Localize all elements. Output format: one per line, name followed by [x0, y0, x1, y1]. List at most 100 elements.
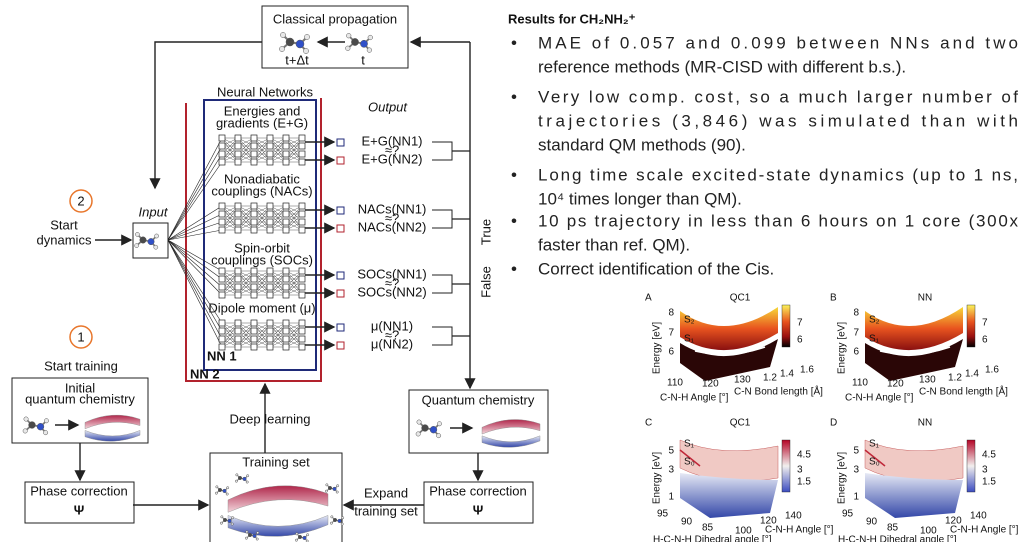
molecule-atom [430, 426, 437, 433]
molecule-atom [246, 481, 248, 483]
molecule-atom [360, 40, 367, 47]
panel-x-label: H-C-N-H Dihedral angle [°] [653, 535, 772, 542]
bullet-text: reference methods (MR-CISD with differen… [538, 57, 906, 76]
net-node [283, 336, 289, 342]
molecule-atom [223, 489, 227, 493]
time-label: t [361, 52, 365, 67]
net-node [267, 328, 273, 334]
net-node [299, 328, 305, 334]
net-node [299, 151, 305, 157]
panel-z-label: Energy [eV] [652, 452, 663, 504]
molecule-atom [333, 487, 337, 491]
panel-x-tick: 130 [734, 375, 751, 386]
output-nn2: E+G(NN2) [361, 151, 422, 166]
molecule-atom [44, 419, 48, 423]
net-node [267, 159, 273, 165]
net-node [267, 320, 273, 326]
net-node [267, 227, 273, 233]
net-node [299, 143, 305, 149]
net-node [299, 203, 305, 209]
molecule-atom [37, 423, 44, 430]
phase-correction-title: Phase correction [429, 483, 527, 498]
panel-y-tick: 1.2 [948, 373, 962, 384]
panel-z-tick: 6 [668, 347, 674, 358]
molecule-atom [325, 490, 327, 492]
colorbar [782, 305, 790, 347]
colorbar [782, 440, 790, 492]
bullet-dot: • [511, 165, 517, 184]
bullet-text: MAE of 0.057 and 0.099 between NNs and t… [538, 33, 1018, 52]
net-node [267, 151, 273, 157]
molecule-atom [304, 34, 309, 39]
state-label: S₂ [869, 315, 880, 326]
bullet-dot: • [511, 259, 517, 278]
net-node [299, 211, 305, 217]
results-heading: Results for CH₂NH₂⁺ [508, 11, 636, 26]
step-number: 1 [77, 329, 84, 344]
panel-z-tick: 1 [853, 492, 859, 503]
panel-x-tick: 120 [702, 379, 719, 390]
colorbar [967, 305, 975, 347]
net-node [251, 328, 257, 334]
bullet-text: Very low comp. cost, so a much larger nu… [538, 87, 1018, 106]
molecule-atom [226, 493, 228, 495]
panel-z-tick: 8 [668, 308, 674, 319]
bullet-dot: • [511, 87, 517, 106]
net-node [267, 336, 273, 342]
start-dynamics-label: Start [50, 217, 78, 232]
net-node [267, 143, 273, 149]
panel-z-tick: 5 [853, 446, 859, 457]
panel-z-label: Energy [eV] [837, 452, 848, 504]
molecule-atom [246, 531, 248, 533]
net-node [299, 284, 305, 290]
bullet-text: Long time scale excited-state dynamics (… [538, 165, 1018, 184]
net-node [219, 203, 225, 209]
net-node [219, 284, 225, 290]
colorbar-tick: 6 [797, 335, 803, 346]
panel-z-label: Energy [eV] [837, 322, 848, 374]
bullet-text: 10⁴ times longer than QM). [538, 189, 742, 208]
molecule-atom [245, 537, 247, 539]
molecule-atom [226, 487, 228, 489]
molecule-atom [436, 433, 440, 437]
panel-y-label: C-N Bond length [Å] [734, 385, 823, 398]
panel-z-tick: 6 [853, 347, 859, 358]
net-node [251, 284, 257, 290]
panel-z-tick: 7 [668, 328, 674, 339]
net-node [219, 143, 225, 149]
molecule-atom [238, 476, 242, 480]
panel-y-label: C-N-H Angle [°] [765, 525, 834, 536]
net-node [299, 219, 305, 225]
net-node [235, 276, 241, 282]
molecule-atom [223, 518, 227, 522]
molecule-atom [43, 430, 47, 434]
input-line [168, 240, 222, 295]
net-node [251, 276, 257, 282]
net-node [267, 292, 273, 298]
bullet-text: trajectories (3,846) was simulated than … [538, 111, 1018, 130]
net-node [251, 219, 257, 225]
molecule-atom [256, 532, 258, 534]
state-label: S₁ [684, 334, 695, 345]
output-nn2: SOCs(NN2) [357, 284, 426, 299]
net-node [267, 284, 273, 290]
nn2-label: NN 2 [190, 366, 220, 381]
molecule-atom [336, 485, 338, 487]
net-node [283, 276, 289, 282]
molecule-atom [29, 422, 36, 429]
panel-y-tick: 140 [970, 511, 987, 522]
net-node [267, 268, 273, 274]
net-node [219, 276, 225, 282]
molecule-atom [216, 486, 218, 488]
net-node [235, 151, 241, 157]
molecule-atom [295, 539, 297, 541]
surface-upper [680, 307, 778, 350]
molecule-atom [236, 474, 238, 476]
net-node [283, 203, 289, 209]
panel-x-label: C-N-H Angle [°] [845, 393, 914, 404]
net-node [235, 292, 241, 298]
net-node [283, 143, 289, 149]
panel-z-tick: 1 [668, 492, 674, 503]
net-node [235, 344, 241, 350]
output-node [337, 139, 344, 146]
